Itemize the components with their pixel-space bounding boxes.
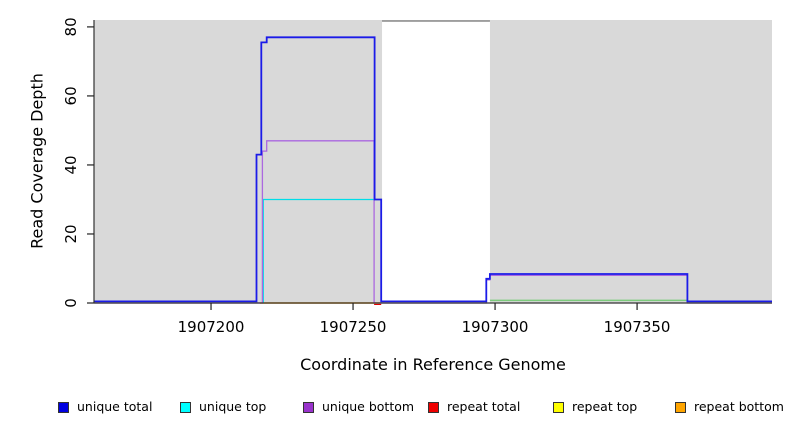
legend-label: unique bottom — [322, 399, 415, 414]
x-tick-label: 1907200 — [178, 318, 245, 336]
legend-swatch-unique-top — [180, 401, 191, 413]
legend-item-repeat-total: repeat total — [428, 400, 520, 414]
legend-label: repeat total — [447, 399, 521, 414]
legend-swatch-unique-total — [58, 401, 69, 413]
legend-label: unique total — [77, 399, 153, 414]
legend-item-unique-bottom: unique bottom — [303, 400, 414, 414]
legend-item-repeat-bottom: repeat bottom — [675, 400, 784, 414]
x-tick-label: 1907250 — [320, 318, 387, 336]
legend-item-unique-top: unique top — [180, 400, 266, 414]
y-tick-label: 80 — [62, 17, 80, 36]
legend-swatch-unique-bottom — [303, 401, 314, 413]
series-line-unique-top — [262, 198, 375, 303]
legend-label: repeat bottom — [694, 399, 784, 414]
y-axis-title: Read Coverage Depth — [27, 73, 47, 249]
legend: unique total unique top unique bottom repea… — [0, 398, 792, 422]
highlight-band — [382, 21, 490, 303]
legend-item-unique-total: unique total — [58, 400, 152, 414]
x-axis-title: Coordinate in Reference Genome — [300, 355, 566, 374]
legend-swatch-repeat-top — [553, 401, 564, 413]
x-tick-label: 1907300 — [462, 318, 529, 336]
y-tick-label: 0 — [62, 298, 80, 308]
x-tick-label: 1907350 — [604, 318, 671, 336]
series-line-unique-total — [94, 36, 772, 303]
legend-label: repeat top — [572, 399, 638, 414]
y-tick-label: 20 — [62, 224, 80, 243]
legend-label: unique top — [199, 399, 267, 414]
y-tick-label: 40 — [62, 155, 80, 174]
legend-item-repeat-top: repeat top — [553, 400, 637, 414]
y-tick-label: 60 — [62, 86, 80, 105]
legend-swatch-repeat-total — [428, 401, 439, 413]
legend-swatch-repeat-bottom — [675, 401, 686, 413]
